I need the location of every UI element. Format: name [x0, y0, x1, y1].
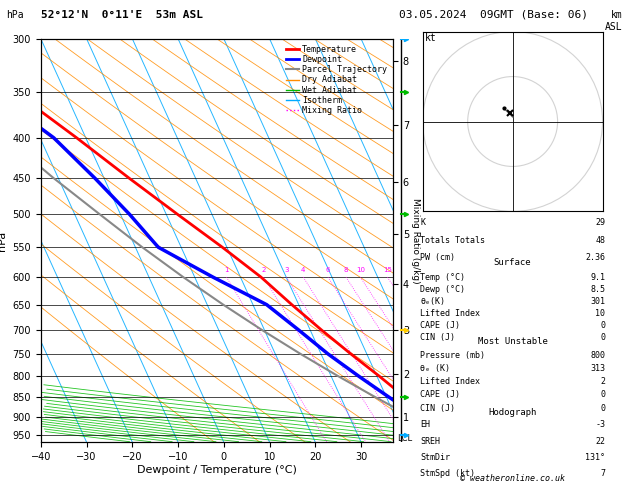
Text: 2: 2	[600, 377, 605, 386]
Text: 0: 0	[600, 404, 605, 413]
Text: 52°12'N  0°11'E  53m ASL: 52°12'N 0°11'E 53m ASL	[41, 10, 203, 20]
Text: 2.36: 2.36	[585, 253, 605, 262]
Text: 15: 15	[383, 267, 392, 273]
Text: 6: 6	[326, 267, 330, 273]
Text: 10: 10	[595, 309, 605, 318]
Text: 03.05.2024  09GMT (Base: 06): 03.05.2024 09GMT (Base: 06)	[399, 10, 588, 20]
Y-axis label: hPa: hPa	[0, 230, 7, 251]
Text: 131°: 131°	[585, 453, 605, 462]
Text: 1: 1	[224, 267, 229, 273]
Text: PW (cm): PW (cm)	[420, 253, 455, 262]
X-axis label: Dewpoint / Temperature (°C): Dewpoint / Temperature (°C)	[137, 465, 297, 475]
Text: 800: 800	[590, 351, 605, 360]
Text: 301: 301	[590, 297, 605, 306]
Text: Dewp (°C): Dewp (°C)	[420, 285, 465, 294]
Text: Hodograph: Hodograph	[489, 408, 537, 417]
Text: 8: 8	[344, 267, 348, 273]
Text: 2: 2	[261, 267, 265, 273]
Legend: Temperature, Dewpoint, Parcel Trajectory, Dry Adiabat, Wet Adiabat, Isotherm, Mi: Temperature, Dewpoint, Parcel Trajectory…	[285, 43, 389, 117]
Text: 29: 29	[595, 218, 605, 227]
Text: CAPE (J): CAPE (J)	[420, 321, 460, 330]
Text: hPa: hPa	[6, 10, 24, 20]
Text: 3: 3	[284, 267, 289, 273]
Text: Pressure (mb): Pressure (mb)	[420, 351, 485, 360]
Text: SREH: SREH	[420, 436, 440, 446]
Text: StmSpd (kt): StmSpd (kt)	[420, 469, 475, 478]
Text: K: K	[420, 218, 425, 227]
Text: 0: 0	[600, 390, 605, 399]
Text: 0: 0	[600, 321, 605, 330]
Text: θₑ(K): θₑ(K)	[420, 297, 445, 306]
Text: Surface: Surface	[494, 258, 532, 266]
Text: Lifted Index: Lifted Index	[420, 377, 480, 386]
Text: 313: 313	[590, 364, 605, 373]
Text: θₑ (K): θₑ (K)	[420, 364, 450, 373]
Text: 7: 7	[600, 469, 605, 478]
Text: 8.5: 8.5	[590, 285, 605, 294]
Text: 22: 22	[595, 436, 605, 446]
Text: © weatheronline.co.uk: © weatheronline.co.uk	[460, 474, 565, 483]
Text: Temp (°C): Temp (°C)	[420, 273, 465, 282]
Text: 48: 48	[595, 236, 605, 244]
Text: 4: 4	[301, 267, 306, 273]
Text: Totals Totals: Totals Totals	[420, 236, 485, 244]
Text: StmDir: StmDir	[420, 453, 450, 462]
Text: 10: 10	[356, 267, 365, 273]
Y-axis label: Mixing Ratio (g/kg): Mixing Ratio (g/kg)	[411, 198, 420, 283]
Text: Most Unstable: Most Unstable	[477, 337, 548, 347]
Text: kt: kt	[425, 34, 437, 43]
Text: CIN (J): CIN (J)	[420, 404, 455, 413]
Text: 0: 0	[600, 333, 605, 342]
Text: CAPE (J): CAPE (J)	[420, 390, 460, 399]
Text: ASL: ASL	[605, 22, 623, 32]
Text: Lifted Index: Lifted Index	[420, 309, 480, 318]
Text: CIN (J): CIN (J)	[420, 333, 455, 342]
Text: LCL: LCL	[397, 434, 412, 443]
Text: km: km	[611, 10, 623, 20]
Text: 9.1: 9.1	[590, 273, 605, 282]
Text: EH: EH	[420, 420, 430, 429]
Text: -3: -3	[595, 420, 605, 429]
